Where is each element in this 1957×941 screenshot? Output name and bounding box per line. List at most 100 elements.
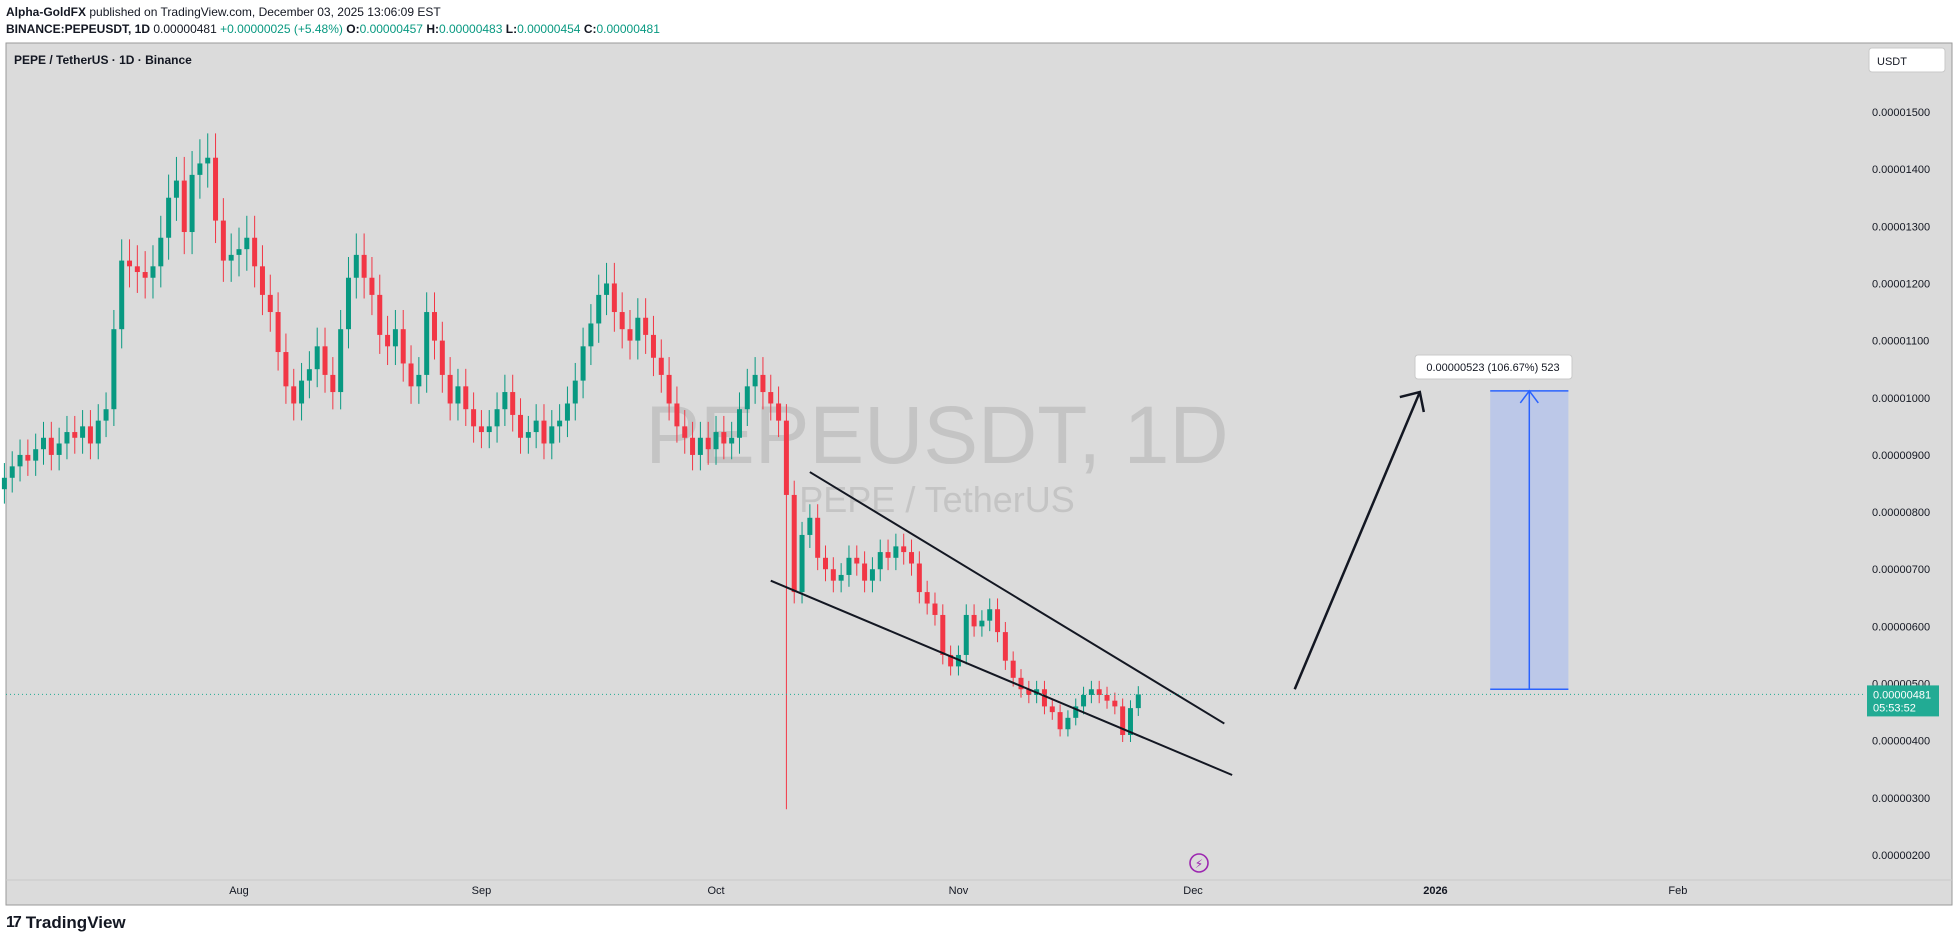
candle-body — [252, 237, 258, 267]
candle-body — [127, 260, 133, 267]
high-value: 0.00000483 — [439, 22, 503, 36]
projection-arrow-head — [1399, 390, 1426, 413]
candle-body — [455, 386, 461, 404]
footer-brand[interactable]: 17 TradingView — [6, 913, 126, 933]
candle-body — [33, 449, 39, 461]
projection-arrow — [1293, 391, 1421, 690]
candle-body — [1, 477, 7, 490]
price-tick-label: 0.00000300 — [1872, 793, 1930, 805]
candle-body — [134, 266, 140, 273]
candle-body — [815, 517, 821, 558]
change-text: +0.00000025 (+5.48%) — [220, 22, 343, 36]
watermark-main: PEPEUSDT, 1D — [645, 390, 1228, 481]
candle-body — [314, 346, 320, 370]
last-price-tag[interactable] — [1867, 685, 1939, 717]
candle-body — [525, 432, 531, 438]
high-label: H: — [426, 22, 439, 36]
currency-label: USDT — [1877, 56, 1907, 68]
ohlc-line: BINANCE:PEPEUSDT, 1D 0.00000481 +0.00000… — [6, 21, 660, 38]
candle-body — [205, 157, 211, 164]
candle-body — [1135, 694, 1141, 709]
candle-body — [971, 614, 977, 627]
candle-body — [830, 569, 836, 581]
candle-body — [650, 334, 656, 358]
candle-body — [447, 374, 453, 404]
candle-body — [353, 254, 359, 278]
candle-body — [236, 249, 242, 255]
candle-body — [776, 403, 782, 421]
candle-body — [846, 557, 852, 575]
candle-body — [869, 569, 875, 581]
candle-body — [9, 466, 15, 478]
candle-body — [322, 346, 328, 375]
candle-body — [533, 420, 539, 433]
candle-body — [72, 432, 78, 438]
chart-title: PEPE / TetherUS · 1D · Binance — [14, 53, 192, 67]
candle-body — [713, 432, 719, 450]
currency-button[interactable]: USDT — [1868, 47, 1946, 73]
candle-body — [690, 437, 696, 455]
candle-body — [111, 329, 117, 410]
candle-body — [228, 254, 234, 261]
candle-body — [166, 197, 172, 238]
candle-body — [588, 323, 594, 347]
time-tick-label: Nov — [949, 885, 969, 897]
candle-body — [580, 346, 586, 381]
candle-body — [909, 552, 915, 564]
candle-body — [369, 277, 375, 295]
alert-icon[interactable]: ⚡ — [1189, 853, 1209, 873]
candle-body — [557, 420, 563, 427]
candle-body — [220, 220, 226, 261]
candle-body — [596, 294, 602, 324]
candle-body — [877, 552, 883, 570]
svg-text:⚡: ⚡ — [1195, 857, 1203, 871]
candle-body — [604, 283, 610, 295]
open-value: 0.00000457 — [359, 22, 423, 36]
candle-body — [267, 294, 273, 313]
candle-body — [392, 329, 398, 347]
candle-body — [768, 392, 774, 404]
candle-body — [549, 426, 555, 444]
candle-body — [142, 272, 148, 278]
candle-body — [377, 294, 383, 335]
candle-body — [932, 603, 938, 615]
measure-label: 0.00000523 (106.67%) 523 — [1426, 362, 1559, 374]
candle-body — [510, 392, 516, 415]
candle-body — [635, 317, 641, 341]
candle-body — [17, 454, 23, 467]
candle-body — [1018, 677, 1024, 690]
candle-body — [611, 283, 617, 313]
candle-body — [80, 426, 86, 438]
candle-body — [471, 409, 477, 427]
candle-body — [1041, 689, 1047, 707]
candle-body — [721, 432, 727, 444]
candle-body — [572, 380, 578, 404]
candle-body — [854, 557, 860, 564]
price-tick-label: 0.00000700 — [1872, 564, 1930, 576]
candle-body — [979, 620, 985, 627]
candle-body — [95, 420, 101, 444]
candle-body — [541, 420, 547, 444]
candle-body — [1104, 694, 1110, 701]
candle-body — [752, 374, 758, 387]
price-tick-label: 0.00000600 — [1872, 621, 1930, 633]
candle-body — [361, 254, 367, 278]
author-name[interactable]: Alpha-GoldFX — [6, 5, 86, 19]
candle-body — [862, 563, 868, 581]
time-tick-label: Oct — [707, 885, 724, 897]
chart-panel — [5, 42, 1953, 906]
candle-body — [158, 237, 164, 267]
candle-body — [1096, 689, 1102, 695]
candle-body — [330, 374, 336, 393]
time-tick-label: Feb — [1668, 885, 1687, 897]
candle-body — [416, 374, 422, 387]
candle-body — [1120, 706, 1126, 735]
price-tick-label: 0.00001000 — [1872, 393, 1930, 405]
candle-body — [87, 426, 93, 444]
candle-body — [705, 437, 711, 450]
candle-body — [478, 426, 484, 433]
candle-body — [432, 312, 437, 341]
last-price-tag-value: 0.00000481 — [1873, 689, 1931, 701]
time-axis[interactable]: Aug Sep Oct Nov Dec 2026 Feb — [229, 885, 1687, 897]
